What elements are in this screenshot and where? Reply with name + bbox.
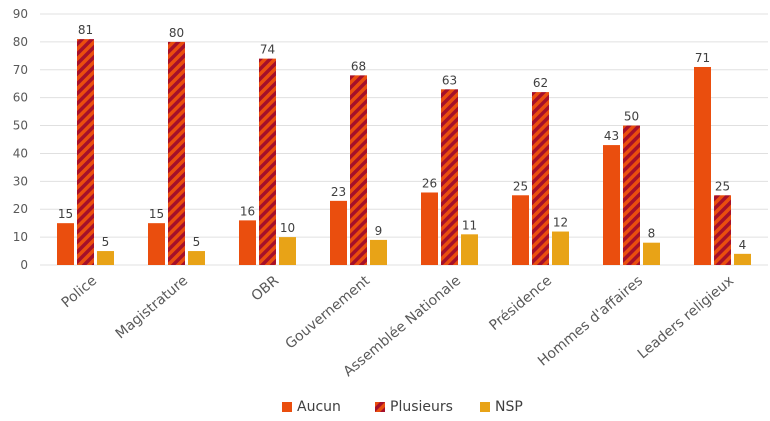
- legend-swatch-nsp: [480, 402, 490, 412]
- data-label-plusieurs: 68: [351, 59, 366, 73]
- data-label-plusieurs: 50: [624, 110, 639, 124]
- data-label-nsp: 4: [739, 238, 747, 252]
- bar-aucun: [239, 220, 256, 265]
- bar-plusieurs: [532, 92, 549, 265]
- data-label-aucun: 16: [240, 204, 255, 218]
- data-label-plusieurs: 63: [442, 73, 457, 87]
- y-tick-label: 40: [13, 146, 28, 160]
- bar-nsp: [734, 253, 751, 265]
- data-label-plusieurs: 25: [715, 179, 730, 193]
- bar-plusieurs: [441, 89, 458, 265]
- y-axis-ticks: 0 10 20 30 40 50 60 70 80 90: [13, 7, 28, 272]
- y-tick-label: 30: [13, 174, 28, 188]
- data-label-nsp: 5: [102, 235, 110, 249]
- data-label-aucun: 15: [58, 207, 73, 221]
- data-label-plusieurs: 80: [169, 26, 184, 40]
- data-label-nsp: 9: [375, 224, 383, 238]
- bar-nsp: [97, 251, 114, 265]
- y-tick-label: 60: [13, 91, 28, 105]
- bar-plusieurs: [350, 75, 367, 265]
- data-labels: 15 81 5 15 80 5 16 74 10 23 68 9 26 63 11 25 62 12 43 50 8 71…: [58, 23, 746, 252]
- bar-aucun: [694, 66, 711, 265]
- bar-nsp: [643, 242, 660, 265]
- bar-plusieurs: [168, 41, 185, 266]
- legend-swatch-plusieurs: [375, 402, 385, 412]
- bar-nsp: [552, 231, 569, 265]
- data-label-nsp: 5: [193, 235, 201, 249]
- data-label-nsp: 8: [648, 227, 656, 241]
- data-label-nsp: 10: [280, 221, 295, 235]
- bar-nsp: [279, 237, 296, 265]
- legend-label-nsp: NSP: [495, 399, 523, 415]
- bar-plusieurs: [623, 125, 640, 265]
- bar-aucun: [148, 223, 165, 265]
- bar-aucun: [330, 200, 347, 265]
- y-tick-label: 0: [20, 258, 28, 272]
- data-label-aucun: 15: [149, 207, 164, 221]
- bar-nsp: [188, 251, 205, 265]
- y-tick-label: 70: [13, 63, 28, 77]
- category-label: OBR: [249, 273, 283, 305]
- data-label-plusieurs: 74: [260, 43, 275, 57]
- bar-plusieurs: [77, 39, 94, 265]
- bar-aucun: [421, 192, 438, 265]
- data-label-aucun: 23: [331, 185, 346, 199]
- bar-nsp: [461, 234, 478, 265]
- data-label-nsp: 11: [462, 218, 477, 232]
- bar-nsp: [370, 239, 387, 265]
- legend: Aucun Plusieurs NSP: [282, 399, 523, 415]
- x-axis-categories: Police Magistrature OBR GouvernementAssembl…: [59, 272, 737, 380]
- data-label-plusieurs: 62: [533, 76, 548, 90]
- bar-aucun: [603, 145, 620, 265]
- bars: [57, 39, 751, 266]
- data-label-aucun: 71: [695, 51, 710, 65]
- legend-label-plusieurs: Plusieurs: [390, 399, 453, 415]
- category-label: Magistrature: [113, 273, 191, 342]
- data-label-nsp: 12: [553, 216, 568, 230]
- data-label-aucun: 26: [422, 176, 437, 190]
- category-label: Police: [59, 273, 100, 311]
- legend-swatch-aucun: [282, 402, 292, 412]
- legend-label-aucun: Aucun: [297, 399, 341, 415]
- bar-plusieurs: [714, 195, 731, 265]
- y-tick-label: 50: [13, 119, 28, 133]
- data-label-plusieurs: 81: [78, 23, 93, 37]
- bar-plusieurs: [259, 58, 276, 265]
- bar-aucun: [57, 223, 74, 265]
- y-tick-label: 80: [13, 35, 28, 49]
- bar-aucun: [512, 195, 529, 265]
- y-tick-label: 90: [13, 7, 28, 21]
- y-tick-label: 10: [13, 230, 28, 244]
- data-label-aucun: 43: [604, 129, 619, 143]
- category-label: Présidence: [486, 273, 555, 334]
- data-label-aucun: 25: [513, 179, 528, 193]
- category-label: Gouvernement: [283, 272, 374, 352]
- y-tick-label: 20: [13, 202, 28, 216]
- category-label: Leaders religieux: [635, 273, 737, 362]
